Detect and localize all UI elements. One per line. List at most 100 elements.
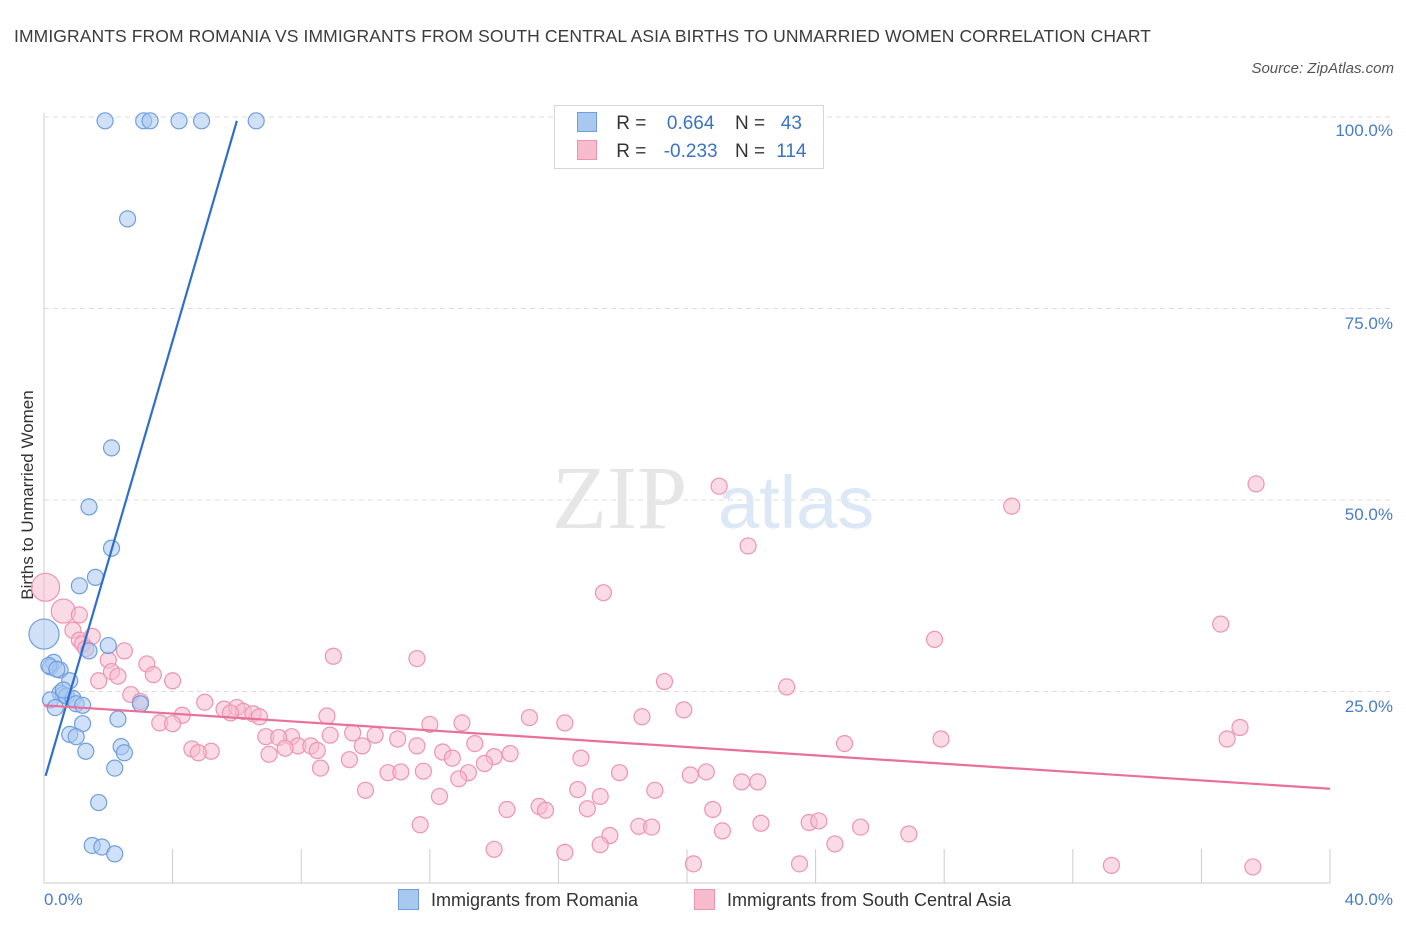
watermark-zip: ZIP xyxy=(552,449,687,548)
south-central-asia-point xyxy=(276,739,294,757)
south-central-asia-point xyxy=(1231,718,1249,737)
romania-point xyxy=(46,698,64,717)
south-central-asia-point xyxy=(749,773,767,791)
south-central-asia-point xyxy=(308,741,326,760)
romania-trend-line xyxy=(44,120,238,777)
south-central-asia-point xyxy=(1102,856,1120,874)
legend-swatch-blue xyxy=(398,889,419,910)
stats-n-label: N = xyxy=(734,141,766,162)
south-central-asia-point xyxy=(501,744,519,763)
romania-point xyxy=(80,498,98,516)
south-central-asia-point xyxy=(594,584,613,602)
south-central-asia-point xyxy=(900,825,918,843)
romania-point xyxy=(77,742,95,760)
south-central-asia-point xyxy=(569,780,587,799)
legend-swatch-pink xyxy=(694,889,715,910)
south-central-asia-point xyxy=(1247,475,1265,493)
south-central-asia-point xyxy=(536,801,555,819)
south-central-asia-point xyxy=(164,672,182,690)
romania-point xyxy=(70,577,88,595)
stats-n-label: N = xyxy=(734,113,766,134)
romania-point xyxy=(67,728,85,746)
stats-r-value: 0.664 xyxy=(666,113,715,134)
south-central-asia-point xyxy=(189,744,207,762)
south-central-asia-point xyxy=(430,787,449,806)
legend-item-romania[interactable]: Immigrants from Romania xyxy=(398,889,638,911)
y-tick-50: 50.0% xyxy=(1344,505,1393,524)
south-central-asia-point xyxy=(498,800,516,819)
grid-lines xyxy=(44,116,1390,692)
south-central-asia-point xyxy=(250,708,269,726)
romania-point xyxy=(106,759,124,777)
stats-n-value: 114 xyxy=(776,141,807,162)
south-central-asia-point xyxy=(321,726,339,744)
south-central-asia-point xyxy=(466,734,484,753)
south-central-asia-point xyxy=(810,812,828,830)
romania-point xyxy=(96,112,114,130)
south-central-asia-point xyxy=(932,730,950,748)
legend-label: Immigrants from Romania xyxy=(431,890,639,910)
south-central-asia-point xyxy=(392,763,410,781)
south-central-asia-point xyxy=(591,836,609,854)
south-central-asia-point xyxy=(675,701,693,719)
romania-point xyxy=(141,112,159,130)
south-central-asia-point xyxy=(643,818,661,836)
y-tick-75: 75.0% xyxy=(1344,314,1393,333)
south-central-asia-point xyxy=(421,715,439,734)
legend-label: Immigrants from South Central Asia xyxy=(727,890,1012,910)
x-tick-max: 40.0% xyxy=(1344,890,1393,909)
south-central-asia-point xyxy=(790,855,809,873)
south-central-asia-point xyxy=(778,678,796,696)
south-central-asia-point xyxy=(1244,858,1262,876)
south-central-asia-point xyxy=(70,606,88,624)
south-central-asia-point xyxy=(556,843,574,861)
romania-point xyxy=(115,744,133,762)
south-central-asia-point xyxy=(475,754,494,773)
south-central-asia-point xyxy=(408,649,426,668)
romania-point xyxy=(28,618,60,650)
south-central-asia-point xyxy=(733,773,751,791)
south-central-asia-point xyxy=(485,840,503,858)
south-central-asia-point xyxy=(684,855,703,873)
south-central-asia-point xyxy=(90,672,108,690)
south-central-asia-point xyxy=(408,737,426,755)
south-central-asia-point xyxy=(260,745,278,763)
watermark-atlas: atlas xyxy=(718,461,874,544)
series-south-central-asia xyxy=(31,475,1265,876)
south-central-asia-point xyxy=(31,572,61,602)
romania-point xyxy=(109,710,127,728)
stats-swatch-blue xyxy=(577,112,597,132)
south-central-asia-point xyxy=(835,734,854,753)
romania-point xyxy=(48,660,66,678)
south-central-asia-point xyxy=(556,714,574,732)
south-central-asia-point xyxy=(752,814,770,832)
romania-point xyxy=(106,845,124,863)
south-central-asia-point xyxy=(1218,730,1236,748)
romania-point xyxy=(170,112,188,130)
south-central-asia-trend-line xyxy=(43,704,1331,790)
south-central-asia-point xyxy=(646,781,664,799)
south-central-asia-point xyxy=(572,749,590,767)
stats-r-value: -0.233 xyxy=(663,141,718,162)
south-central-asia-point xyxy=(591,787,609,806)
south-central-asia-point xyxy=(164,715,182,733)
stats-row-romania: R = 0.664 N = 43 xyxy=(577,110,812,138)
south-central-asia-point xyxy=(340,751,359,769)
south-central-asia-point xyxy=(311,759,330,777)
south-central-asia-point xyxy=(704,800,722,819)
legend-item-south-central-asia[interactable]: Immigrants from South Central Asia xyxy=(694,889,1011,911)
south-central-asia-point xyxy=(115,642,133,660)
south-central-asia-point xyxy=(633,708,651,726)
stats-n-value: 43 xyxy=(780,113,802,134)
romania-point xyxy=(192,112,211,130)
south-central-asia-point xyxy=(520,708,539,727)
chart-title: IMMIGRANTS FROM ROMANIA VS IMMIGRANTS FR… xyxy=(14,26,1152,46)
romania-point xyxy=(102,439,121,457)
axes xyxy=(43,113,1331,884)
south-central-asia-point xyxy=(852,818,870,836)
south-central-asia-point xyxy=(739,537,757,555)
south-central-asia-point xyxy=(324,647,342,665)
x-tick-min: 0.0% xyxy=(44,890,83,909)
stats-r-label: R = xyxy=(616,141,647,162)
